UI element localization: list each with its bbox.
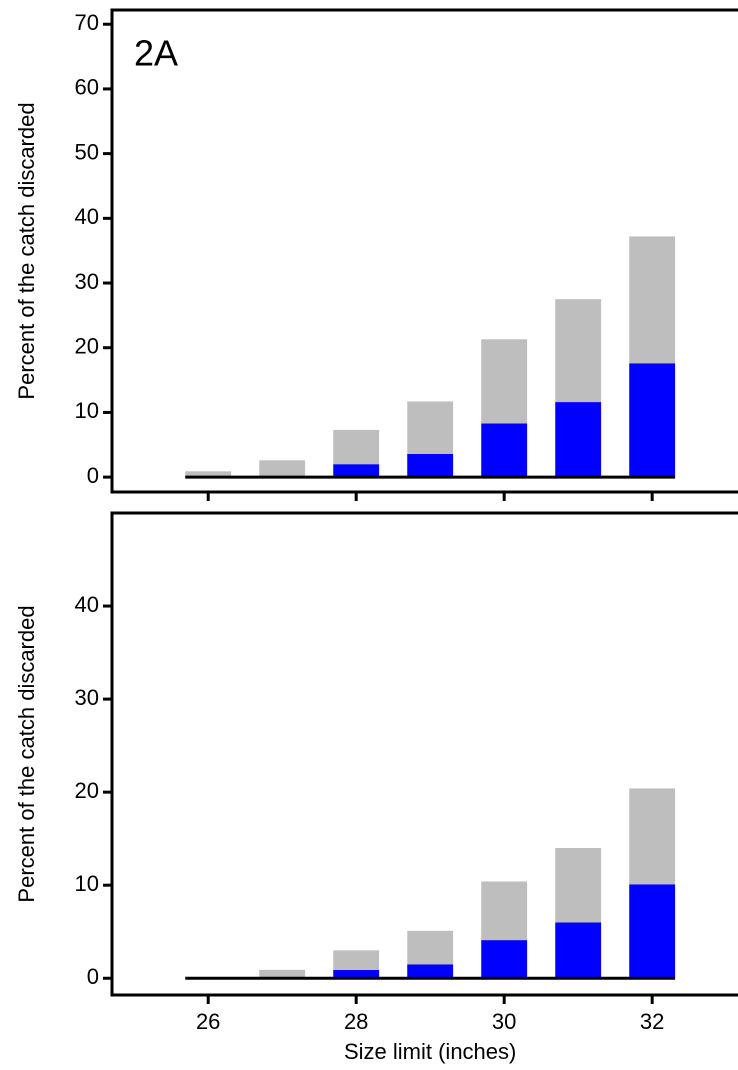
y-tick-label: 70 [75,10,99,35]
x-axis-label: Size limit (inches) [344,1039,516,1064]
bar-segment [555,847,602,923]
bar-segment [481,940,528,979]
bar-segment [555,922,602,979]
bar-segment [333,950,380,970]
bar-segment [481,339,528,424]
y-axis-label: Percent of the catch discarded [14,102,39,399]
y-tick-label: 40 [75,592,99,617]
y-tick-label: 30 [75,685,99,710]
y-tick-label: 20 [75,334,99,359]
bar-segment [407,930,454,965]
bar-segment [555,402,602,478]
axis-frame [110,511,738,997]
x-tick-label: 26 [196,1009,220,1034]
y-tick-label: 20 [75,778,99,803]
y-tick-label: 50 [75,139,99,164]
bar-segment [407,964,454,979]
y-tick-label: 10 [75,871,99,896]
x-tick-label: 28 [344,1009,368,1034]
bar-segment [629,236,676,364]
bar-segment [629,363,676,478]
bar-segment [481,881,528,941]
bar-segment [629,788,676,885]
y-tick-label: 40 [75,204,99,229]
bar-segment [333,429,380,465]
bar-segment [185,471,232,477]
y-tick-label: 10 [75,398,99,423]
y-tick-label: 0 [87,463,99,488]
y-tick-label: 30 [75,269,99,294]
x-tick-label: 30 [492,1009,516,1034]
bar-segment [259,460,306,476]
axis-frame [110,8,738,494]
bar-segment [333,969,380,979]
bar-segment [407,401,454,454]
bar-segment [481,423,528,478]
x-tick-label: 32 [640,1009,664,1034]
panel-label: 2A [134,33,178,74]
bar-segment [629,884,676,979]
bar-segment [333,464,380,478]
bar-segment [407,453,454,478]
y-axis-label: Percent of the catch discarded [14,605,39,902]
bar-segment [555,299,602,403]
bar-segment [259,969,306,979]
y-tick-label: 0 [87,964,99,989]
y-tick-label: 60 [75,75,99,100]
